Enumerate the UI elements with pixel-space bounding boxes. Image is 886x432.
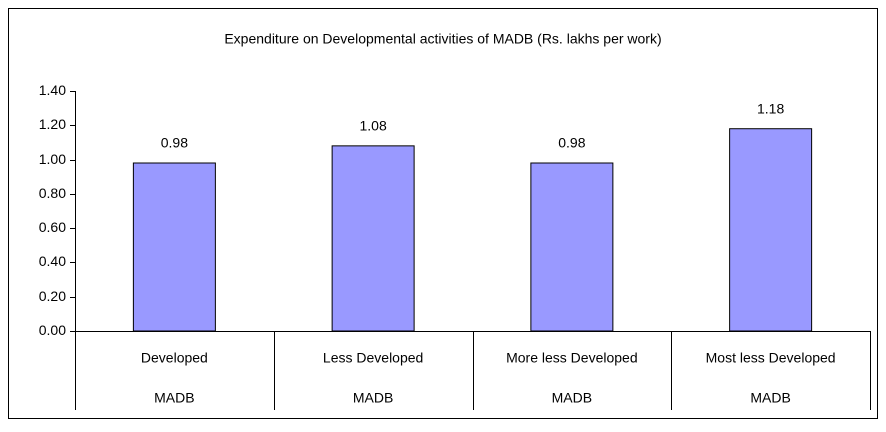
bar [132,162,216,332]
x-tick-label: Most less Developed [706,350,836,366]
y-tick-label: 1.20 [39,116,66,132]
bar [331,145,415,332]
x-group-label: MADB [154,390,194,406]
y-tick-label: 0.80 [39,185,66,201]
bar [530,162,614,332]
y-tick-label: 0.60 [39,219,66,235]
chart-title: Expenditure on Developmental activities … [224,31,661,47]
data-label: 1.08 [360,118,387,134]
data-label: 0.98 [558,135,585,151]
x-tick-label: Less Developed [323,350,423,366]
y-tick-label: 0.20 [39,288,66,304]
x-tick-label: Developed [141,350,208,366]
y-tick-label: 0.40 [39,253,66,269]
bar [729,128,813,332]
data-label: 1.18 [757,100,784,116]
x-group-label: MADB [353,390,393,406]
y-tick-label: 1.00 [39,151,66,167]
x-group-label: MADB [750,390,790,406]
data-label: 0.98 [161,135,188,151]
x-tick-label: More less Developed [506,350,638,366]
y-tick-label: 1.40 [39,82,66,98]
y-tick-label: 0.00 [39,322,66,338]
x-group-label: MADB [552,390,592,406]
